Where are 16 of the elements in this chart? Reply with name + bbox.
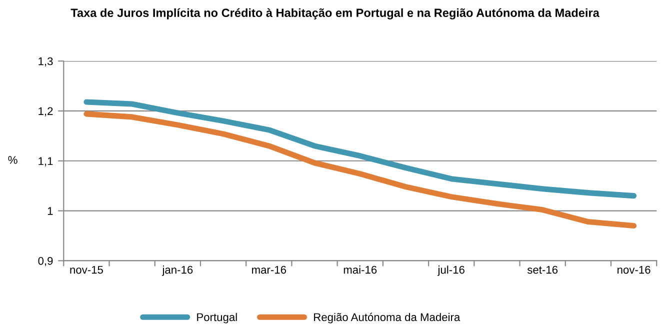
x-tick-label: nov-16 bbox=[618, 266, 650, 274]
chart-title: Taxa de Juros Implícita no Crédito à Habitação em Portugal e na Região Autónoma da Madeira bbox=[70, 8, 600, 20]
y-tick-label: 1,3 bbox=[38, 57, 53, 66]
x-tick-label: mai-16 bbox=[344, 266, 377, 274]
y-axis-title: % bbox=[8, 156, 18, 164]
y-tick-label: 0,9 bbox=[38, 256, 53, 266]
y-tick-label: 1,1 bbox=[38, 157, 53, 166]
legend-label: Região Autónoma da Madeira bbox=[314, 312, 460, 324]
x-tick-label: jul-16 bbox=[437, 266, 464, 276]
y-tick-label: 1,2 bbox=[38, 107, 53, 116]
legend-label: Portugal bbox=[197, 312, 237, 324]
y-tick-label: 1 bbox=[48, 207, 53, 215]
x-tick-label: mar-16 bbox=[252, 266, 286, 274]
x-tick-label: set-16 bbox=[527, 266, 558, 274]
x-tick-label: nov-15 bbox=[70, 266, 103, 274]
x-tick-label: jan-16 bbox=[162, 266, 193, 276]
